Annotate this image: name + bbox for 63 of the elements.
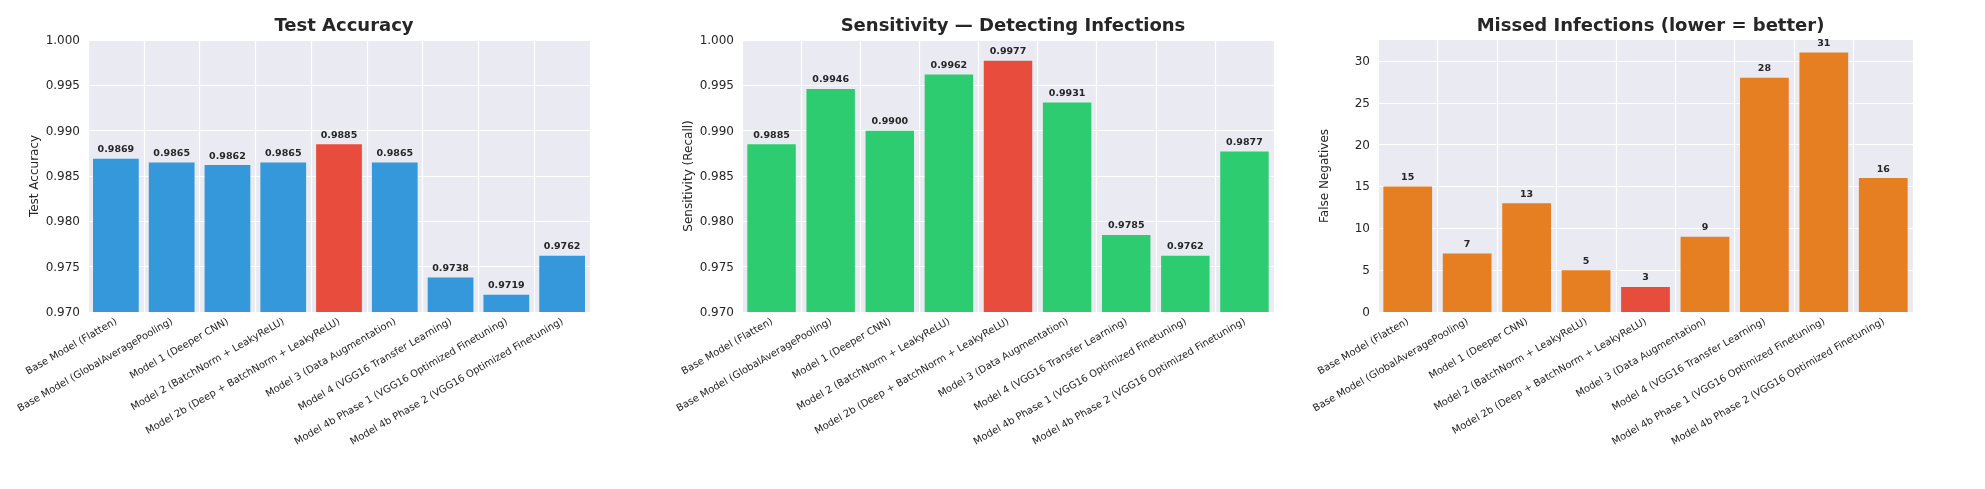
y-tick-label: 0.995 [699,78,734,93]
data-label: 3 [1642,271,1649,283]
data-label: 0.9885 [753,128,790,140]
data-label: 0.9719 [488,279,525,291]
y-tick-label: 20 [1354,137,1370,152]
data-label: 0.9977 [989,45,1027,57]
bar [1442,253,1492,312]
y-tick-label: 0.970 [45,305,80,319]
chart-title: Missed Infections (lower = better) [1476,13,1825,35]
bar [1383,186,1433,312]
y-tick-label: 0 [1362,305,1370,319]
y-axis-title: Test Accuracy [27,134,41,219]
y-tick-label: 0.975 [699,259,734,274]
bar [1561,270,1611,312]
data-label: 0.9962 [930,58,968,70]
data-label: 0.9877 [1226,136,1263,148]
data-label: 31 [1817,37,1831,49]
bar [1621,286,1670,312]
y-tick-label: 0.980 [699,214,734,229]
bar [1680,236,1730,312]
data-label: 0.9865 [264,146,302,158]
data-label: 9 [1701,221,1709,233]
bar [1799,52,1849,312]
y-tick-label: 0.985 [699,169,734,183]
y-tick-label: 1.000 [699,33,734,47]
y-tick-label: 0.980 [45,214,80,229]
y-tick-label: 25 [1354,95,1370,110]
bar [1858,178,1908,312]
data-label: 7 [1463,237,1471,249]
data-label: 13 [1519,187,1534,199]
bar [1502,203,1551,312]
data-label: 0.9900 [871,115,909,127]
y-tick-label: 0.970 [699,305,734,319]
data-label: 0.9862 [209,149,246,161]
y-tick-label: 0.985 [45,169,80,183]
y-tick-label: 1.000 [45,33,80,47]
data-label: 0.9762 [1167,240,1204,252]
data-label: 0.9785 [1107,219,1145,231]
data-label: 0.9738 [432,262,470,274]
y-axis-title: Sensitivity (Recall) [681,120,695,232]
y-tick-label: 10 [1354,221,1370,236]
data-label: 5 [1582,254,1590,266]
chart-title: Sensitivity — Detecting Infections [840,13,1186,35]
data-label: 0.9865 [376,146,414,158]
chart-title: Test Accuracy [274,13,414,35]
y-tick-label: 30 [1354,53,1370,68]
y-tick-label: 0.995 [45,78,80,93]
y-tick-label: 15 [1354,179,1370,194]
data-label: 16 [1876,162,1891,174]
y-tick-label: 0.975 [45,259,80,274]
y-tick-label: 5 [1362,263,1370,278]
data-label: 0.9762 [543,240,581,252]
data-label: 0.9931 [1048,87,1086,99]
data-label: 0.9885 [320,128,358,140]
y-axis-title: False Negatives [1317,128,1331,224]
data-label: 0.9869 [97,143,135,155]
data-label: 0.9946 [812,73,850,85]
data-label: 15 [1401,170,1415,182]
bar [1740,77,1789,312]
y-tick-label: 0.990 [45,123,80,138]
y-tick-label: 0.990 [699,123,734,138]
data-label: 28 [1757,62,1772,74]
data-label: 0.9865 [153,146,190,158]
